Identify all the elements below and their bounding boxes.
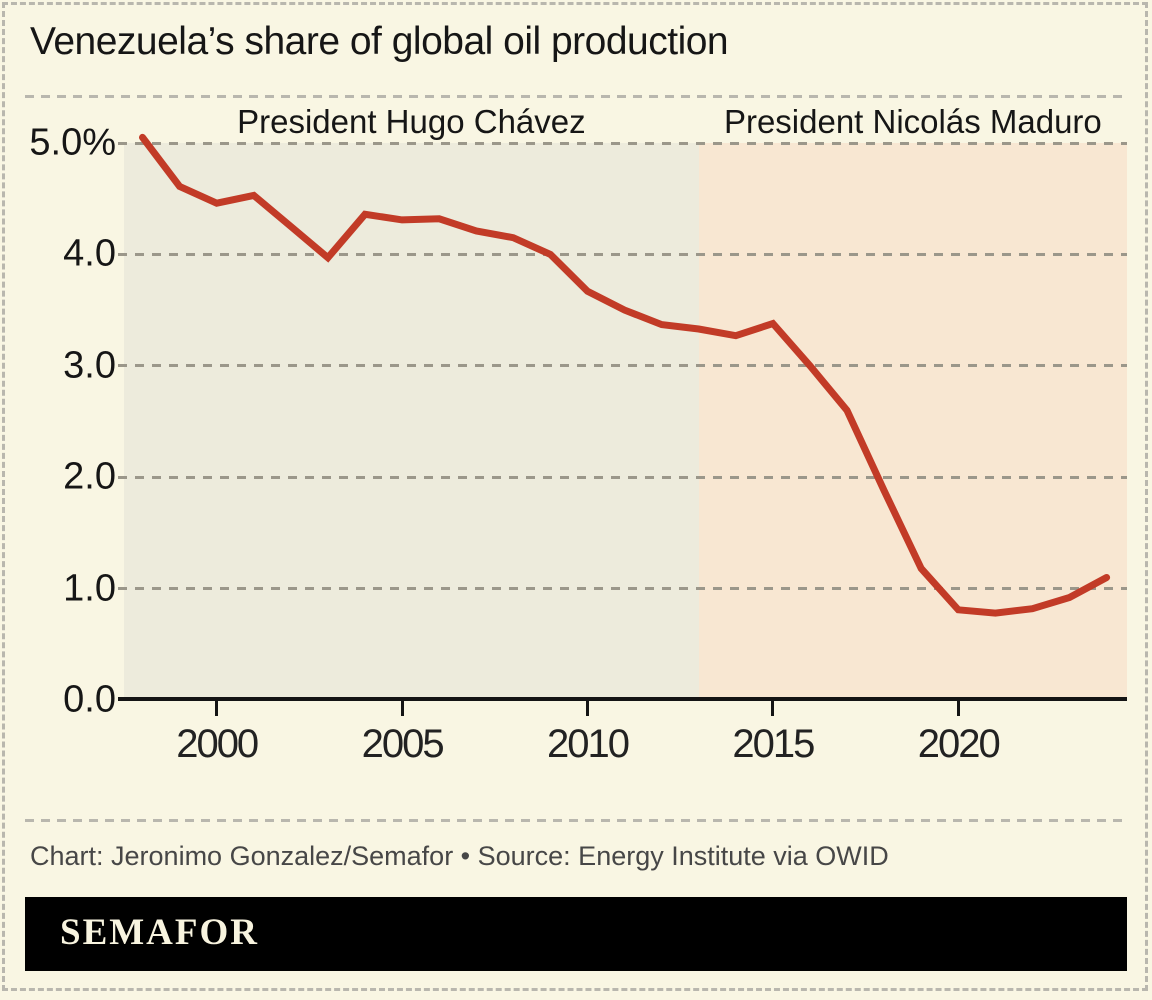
gridline — [118, 475, 1127, 479]
footer-divider — [25, 819, 1127, 822]
x-axis-tick — [771, 700, 775, 716]
gridline — [118, 364, 1127, 368]
semafor-logo: SEMAFOR — [60, 911, 259, 953]
y-axis-tick-label: 5.0% — [29, 121, 116, 164]
x-axis-tick-label: 2000 — [176, 722, 259, 766]
gridline — [118, 141, 1127, 145]
era-band — [124, 143, 699, 700]
x-axis-tick — [400, 700, 404, 716]
x-axis-tick-label: 2015 — [732, 722, 815, 766]
gridline — [118, 587, 1127, 591]
x-axis-line — [118, 697, 1127, 701]
y-axis-tick-label: 3.0 — [63, 344, 116, 387]
production-share-line — [139, 133, 1111, 617]
gridline — [118, 252, 1127, 256]
title-divider — [25, 95, 1127, 98]
semafor-logo-bar: SEMAFOR — [25, 897, 1127, 971]
x-axis-tick-label: 2020 — [917, 722, 1001, 766]
y-axis-tick-label: 2.0 — [63, 455, 116, 498]
x-axis-tick-label: 2005 — [361, 722, 445, 766]
x-axis-tick-label: 2010 — [546, 722, 630, 766]
x-axis-tick — [585, 700, 589, 716]
y-axis-tick-label: 0.0 — [63, 678, 116, 721]
x-axis-tick — [215, 700, 219, 716]
line-chart — [139, 133, 1111, 617]
chavez-era-label: President Hugo Chávez — [237, 103, 586, 140]
era-band — [698, 143, 1127, 700]
maduro-era-label: President Nicolás Maduro — [723, 103, 1102, 140]
x-axis-tick — [956, 700, 960, 716]
chart-credit: Chart: Jeronimo Gonzalez/Semafor • Sourc… — [30, 841, 889, 871]
chart-title: Venezuela’s share of global oil producti… — [30, 20, 729, 63]
y-axis-tick-label: 4.0 — [63, 232, 116, 275]
y-axis-tick-label: 1.0 — [63, 567, 116, 610]
